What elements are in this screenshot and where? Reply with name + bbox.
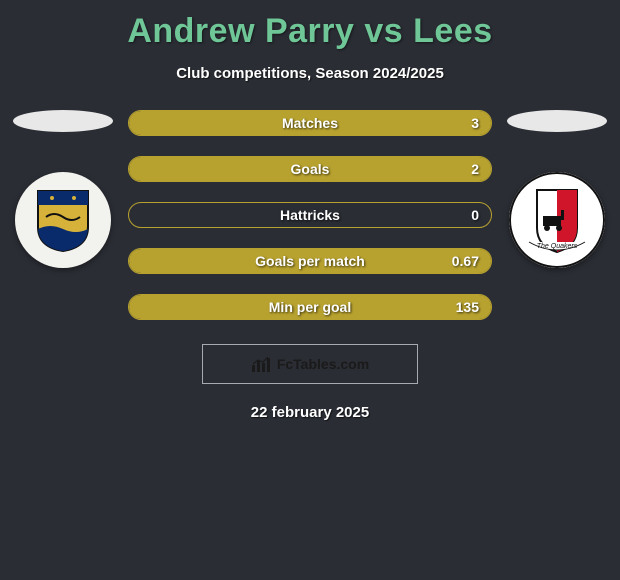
stat-bar-goals-per-match: Goals per match 0.67 (128, 248, 492, 274)
stat-bar-hattricks: Hattricks 0 (128, 202, 492, 228)
bar-label: Goals (291, 161, 330, 177)
left-ellipse (13, 110, 113, 132)
subtitle: Club competitions, Season 2024/2025 (0, 65, 620, 82)
left-side (8, 110, 118, 268)
stat-bar-goals: Goals 2 (128, 156, 492, 182)
banner-text: The Quakers (537, 243, 578, 250)
bar-label: Matches (282, 115, 338, 131)
bar-label: Hattricks (280, 207, 340, 223)
stat-bars: Matches 3 Goals 2 Hattricks 0 Goals per … (118, 110, 502, 320)
bar-value: 3 (471, 115, 479, 131)
date-text: 22 february 2025 (0, 404, 620, 421)
bar-value: 135 (456, 299, 479, 315)
bar-value: 2 (471, 161, 479, 177)
left-club-crest (15, 172, 111, 268)
stat-bar-matches: Matches 3 (128, 110, 492, 136)
southport-shield-icon (34, 187, 92, 253)
quakers-shield-icon: The Quakers (509, 172, 605, 268)
bar-label: Min per goal (269, 299, 351, 315)
bar-value: 0.67 (452, 253, 479, 269)
brand-text: FcTables.com (277, 356, 369, 372)
stat-bar-min-per-goal: Min per goal 135 (128, 294, 492, 320)
right-ellipse (507, 110, 607, 132)
right-side: The Quakers (502, 110, 612, 268)
bar-chart-icon (251, 355, 271, 373)
bar-label: Goals per match (255, 253, 365, 269)
bar-value: 0 (471, 207, 479, 223)
comparison-panel: Matches 3 Goals 2 Hattricks 0 Goals per … (0, 110, 620, 320)
page-title: Andrew Parry vs Lees (0, 0, 620, 51)
right-club-crest: The Quakers (509, 172, 605, 268)
brand-box[interactable]: FcTables.com (202, 344, 418, 384)
